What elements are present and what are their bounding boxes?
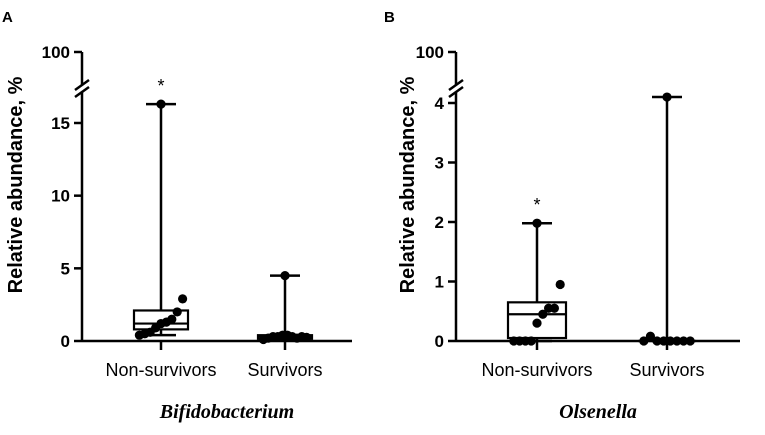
data-point bbox=[167, 314, 177, 324]
y-tick-label: 0 bbox=[61, 332, 70, 351]
data-point bbox=[662, 92, 672, 102]
panel-b-x-label-survivors: Survivors bbox=[629, 360, 704, 380]
panel-a-plot: 0 5 10 15 100 * bbox=[42, 43, 352, 351]
panel-b: B Relative abundance, % 0 1 2 3 4 100 * Non-su… bbox=[384, 9, 740, 423]
panel-a: A Relative abundance, % 0 5 10 15 100 * Non-s… bbox=[2, 9, 352, 423]
data-point bbox=[178, 294, 188, 304]
data-point bbox=[549, 303, 560, 313]
data-point bbox=[538, 309, 548, 319]
significance-marker: * bbox=[533, 195, 540, 215]
panel-a-y-axis-label: Relative abundance, % bbox=[5, 76, 27, 293]
data-point bbox=[280, 271, 290, 281]
panel-b-letter: B bbox=[384, 9, 395, 26]
data-point bbox=[156, 99, 166, 109]
axis-break-mark-lower bbox=[74, 85, 90, 99]
y-tick-label: 100 bbox=[42, 43, 70, 62]
data-point bbox=[526, 336, 536, 346]
y-tick-label: 3 bbox=[435, 154, 444, 173]
panel-b-genus-title: Olsenella bbox=[559, 401, 637, 423]
data-point bbox=[678, 336, 689, 346]
data-point bbox=[665, 336, 675, 346]
panel-a-x-label-non-survivors: Non-survivors bbox=[105, 360, 216, 380]
y-tick-label: 100 bbox=[416, 43, 444, 62]
data-point bbox=[672, 336, 682, 346]
panel-a-genus-title: Bifidobacterium bbox=[159, 401, 294, 423]
data-point bbox=[302, 332, 312, 342]
panel-a-x-label-survivors: Survivors bbox=[247, 360, 322, 380]
data-point bbox=[172, 307, 182, 317]
panel-a-letter: A bbox=[2, 9, 13, 26]
axis-break-mark-lower bbox=[448, 85, 464, 99]
panel-b-plot: 0 1 2 3 4 100 * bbox=[416, 43, 740, 351]
data-point bbox=[659, 336, 669, 346]
y-tick-label: 10 bbox=[51, 187, 70, 206]
data-point bbox=[645, 331, 656, 341]
y-tick-label: 15 bbox=[51, 114, 70, 133]
y-tick-label: 2 bbox=[435, 213, 444, 232]
data-point bbox=[532, 318, 542, 328]
y-tick-label: 5 bbox=[61, 259, 70, 278]
y-tick-label: 1 bbox=[435, 273, 444, 292]
panel-b-y-axis-label: Relative abundance, % bbox=[397, 76, 419, 293]
panel-b-x-label-non-survivors: Non-survivors bbox=[481, 360, 592, 380]
axis-break-mark-upper bbox=[74, 78, 90, 92]
significance-marker: * bbox=[157, 76, 164, 96]
y-tick-label: 4 bbox=[435, 94, 445, 113]
data-point bbox=[555, 279, 565, 290]
y-tick-label: 0 bbox=[435, 332, 444, 351]
data-point bbox=[685, 336, 695, 346]
data-point bbox=[532, 218, 542, 228]
data-point bbox=[639, 336, 649, 346]
data-point bbox=[652, 336, 662, 346]
axis-break-mark-upper bbox=[448, 78, 464, 92]
